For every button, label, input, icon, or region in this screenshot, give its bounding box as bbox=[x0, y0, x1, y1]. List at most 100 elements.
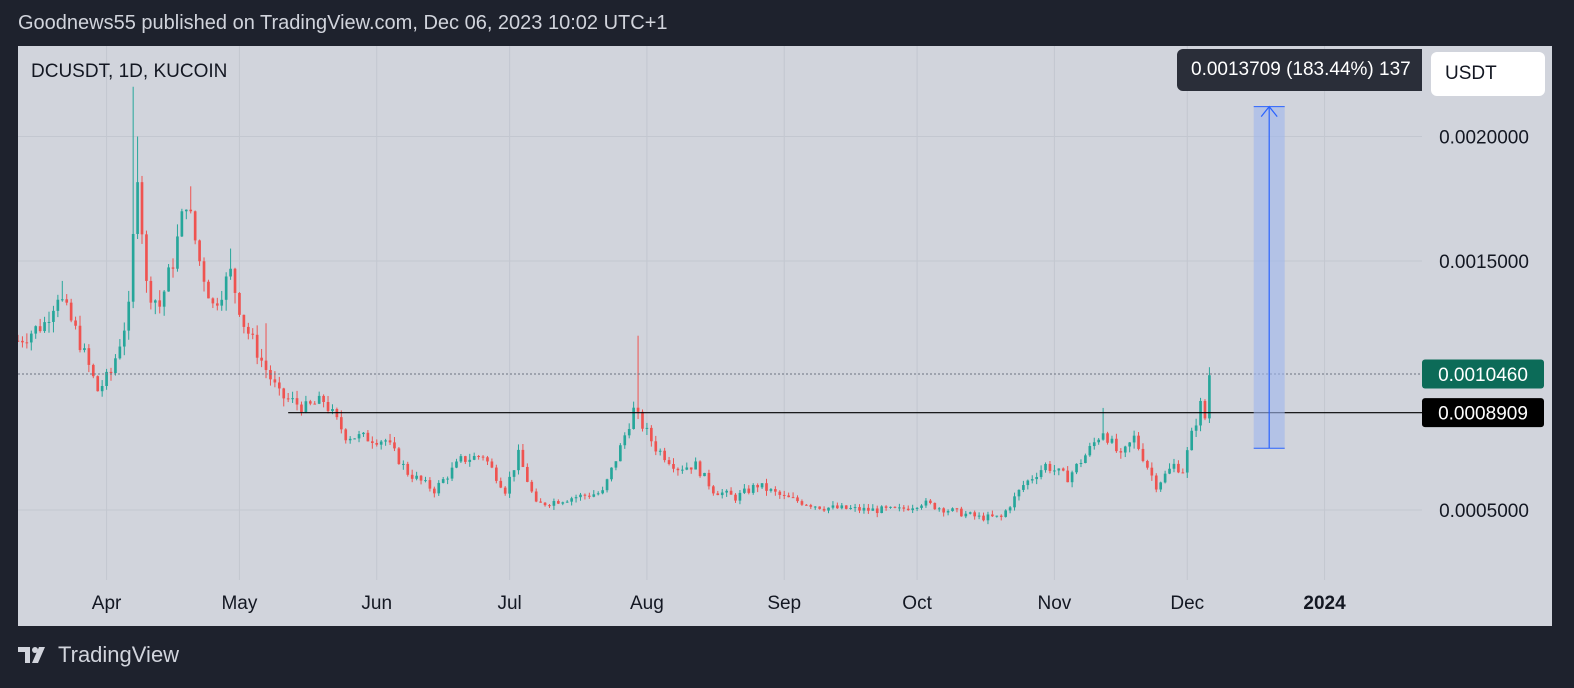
candle-up bbox=[331, 408, 334, 412]
candle-down bbox=[729, 490, 733, 495]
candle-up bbox=[317, 395, 321, 404]
candle-down bbox=[255, 334, 259, 358]
candle-up bbox=[849, 507, 852, 509]
candle-down bbox=[300, 404, 303, 412]
candle-down bbox=[1154, 475, 1158, 490]
candle-up bbox=[1123, 446, 1127, 453]
candle-down bbox=[530, 481, 534, 492]
price-range-measure[interactable] bbox=[1253, 105, 1285, 449]
candle-down bbox=[809, 505, 813, 507]
candle-down bbox=[109, 371, 113, 374]
candle-down bbox=[654, 441, 658, 452]
candle-up bbox=[840, 505, 844, 509]
candle-up bbox=[379, 441, 383, 445]
candle-down bbox=[211, 298, 215, 304]
candle-up bbox=[1101, 433, 1105, 440]
candle-up bbox=[517, 449, 520, 471]
candle-up bbox=[827, 507, 830, 511]
candle-down bbox=[158, 300, 162, 307]
candle-up bbox=[813, 506, 817, 508]
candle-down bbox=[1048, 463, 1052, 471]
candle-up bbox=[176, 236, 179, 269]
candle-up bbox=[1168, 468, 1171, 474]
candle-down bbox=[543, 502, 547, 506]
candle-up bbox=[1057, 468, 1061, 471]
candle-down bbox=[1119, 451, 1123, 453]
candle-up bbox=[167, 267, 170, 292]
x-tick-label: Oct bbox=[902, 593, 932, 614]
candle-down bbox=[782, 494, 786, 496]
candle-up bbox=[43, 322, 46, 332]
candle-down bbox=[796, 497, 799, 502]
price-lines bbox=[18, 373, 1422, 414]
candle-down bbox=[251, 333, 255, 335]
candle-down bbox=[322, 395, 325, 402]
candle-down bbox=[1061, 468, 1065, 471]
candle-down bbox=[490, 461, 494, 468]
candle-down bbox=[650, 427, 653, 442]
candle-down bbox=[410, 474, 414, 479]
candle-up bbox=[743, 488, 746, 493]
candle-down bbox=[238, 292, 241, 315]
candle-up bbox=[1185, 450, 1189, 473]
candle-down bbox=[486, 457, 489, 462]
candle-up bbox=[1092, 442, 1096, 447]
candle-up bbox=[1079, 463, 1083, 465]
candle-up bbox=[964, 513, 968, 517]
candle-down bbox=[1146, 460, 1149, 468]
candle-up bbox=[1084, 455, 1087, 464]
candle-down bbox=[198, 240, 201, 262]
candle-down bbox=[215, 303, 219, 306]
candle-up bbox=[401, 463, 405, 465]
candle-up bbox=[703, 472, 706, 477]
currency-unit-button[interactable]: USDT bbox=[1431, 52, 1545, 96]
candle-up bbox=[162, 291, 166, 307]
y-tick-label: 0.0020000 bbox=[1439, 128, 1529, 149]
candle-up bbox=[862, 507, 866, 511]
candle-down bbox=[65, 299, 69, 303]
candle-down bbox=[308, 401, 312, 404]
candle-up bbox=[1088, 446, 1092, 456]
candle-down bbox=[942, 508, 945, 513]
candle-down bbox=[822, 508, 826, 511]
candle-up bbox=[561, 502, 565, 504]
candle-up bbox=[565, 501, 569, 503]
candle-up bbox=[738, 492, 742, 501]
candle-down bbox=[1141, 448, 1145, 461]
candle-down bbox=[765, 483, 768, 491]
chart-panel[interactable] bbox=[18, 46, 1552, 626]
candle-down bbox=[557, 501, 560, 504]
candle-up bbox=[605, 479, 609, 491]
candle-down bbox=[893, 506, 897, 508]
candle-up bbox=[552, 501, 556, 506]
y-tick-label: 0.0015000 bbox=[1439, 252, 1529, 273]
candle-down bbox=[406, 463, 410, 475]
candle-up bbox=[694, 461, 697, 470]
candle-up bbox=[131, 233, 135, 302]
candle-down bbox=[38, 326, 42, 332]
candle-up bbox=[229, 268, 232, 277]
footer-branding[interactable]: TradingView bbox=[18, 642, 179, 668]
candle-up bbox=[384, 440, 387, 442]
candle-up bbox=[153, 300, 157, 303]
candle-down bbox=[929, 500, 932, 503]
candle-down bbox=[269, 369, 272, 380]
candle-down bbox=[734, 494, 737, 501]
candle-up bbox=[34, 326, 38, 334]
candle-down bbox=[149, 280, 153, 303]
candle-up bbox=[986, 514, 990, 521]
candle-down bbox=[534, 491, 538, 502]
candle-down bbox=[933, 502, 937, 510]
candle-up bbox=[915, 507, 919, 509]
candle-up bbox=[29, 333, 33, 343]
candle-down bbox=[973, 512, 976, 517]
candle-down bbox=[432, 488, 436, 494]
candle-up bbox=[995, 515, 999, 517]
candle-down bbox=[25, 342, 29, 344]
candle-up bbox=[579, 494, 582, 498]
x-tick-label: Nov bbox=[1037, 593, 1071, 614]
candles bbox=[18, 86, 1211, 525]
candle-up bbox=[871, 508, 875, 511]
candle-up bbox=[1008, 507, 1012, 511]
